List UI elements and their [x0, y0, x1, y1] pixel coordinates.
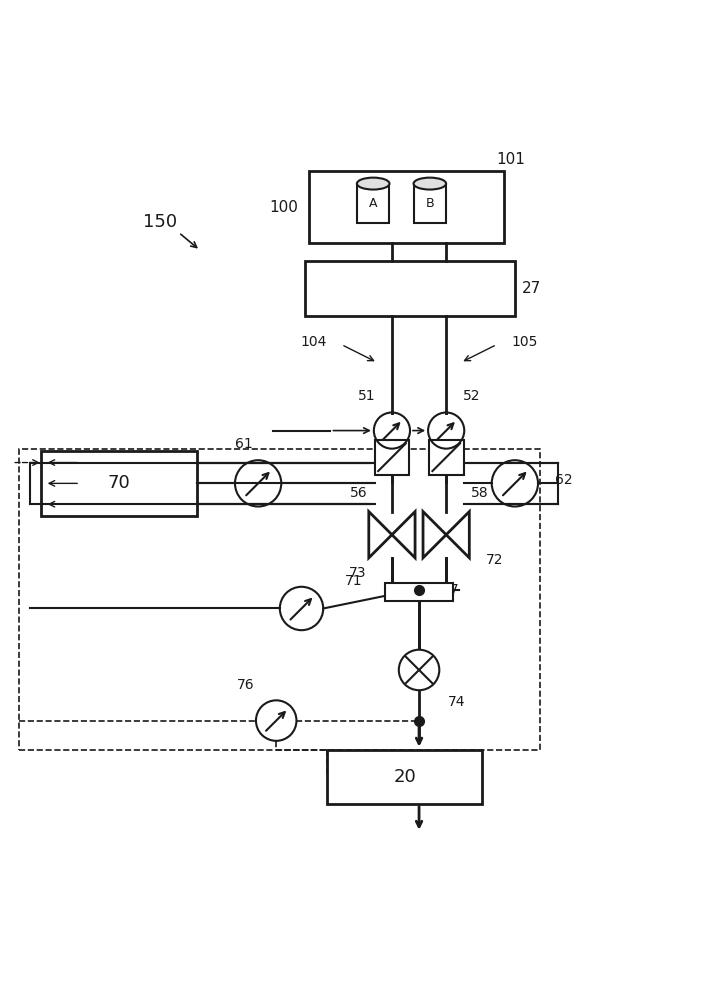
Text: 101: 101: [497, 152, 526, 167]
Text: 70: 70: [107, 474, 130, 492]
Text: 100: 100: [269, 200, 298, 215]
Circle shape: [399, 650, 439, 690]
Text: B: B: [425, 197, 434, 210]
Text: 73: 73: [348, 566, 366, 580]
Ellipse shape: [414, 178, 446, 190]
Text: 56: 56: [350, 486, 367, 500]
Text: 51: 51: [358, 389, 375, 403]
Text: 74: 74: [448, 695, 465, 709]
Bar: [414, 184, 446, 223]
Text: 105: 105: [511, 335, 538, 349]
Text: 150: 150: [144, 213, 178, 231]
Text: 72: 72: [486, 553, 503, 567]
Bar: [305, 261, 515, 316]
Text: 27: 27: [522, 281, 542, 296]
Bar: [375, 440, 409, 475]
Bar: [327, 750, 482, 804]
Text: 52: 52: [462, 389, 480, 403]
Bar: [20, 449, 540, 750]
Text: 76: 76: [237, 678, 254, 692]
Bar: [357, 184, 389, 223]
Ellipse shape: [357, 178, 389, 190]
Text: A: A: [369, 197, 378, 210]
Text: 20: 20: [393, 768, 416, 786]
Bar: [41, 451, 197, 516]
Text: 58: 58: [470, 486, 489, 500]
Text: 62: 62: [555, 473, 572, 487]
Text: 87: 87: [441, 583, 458, 597]
Text: 104: 104: [301, 335, 327, 349]
Bar: [385, 583, 454, 601]
Text: 61: 61: [234, 437, 253, 451]
Bar: [429, 440, 463, 475]
Bar: [309, 171, 504, 243]
Text: 71: 71: [346, 574, 363, 588]
